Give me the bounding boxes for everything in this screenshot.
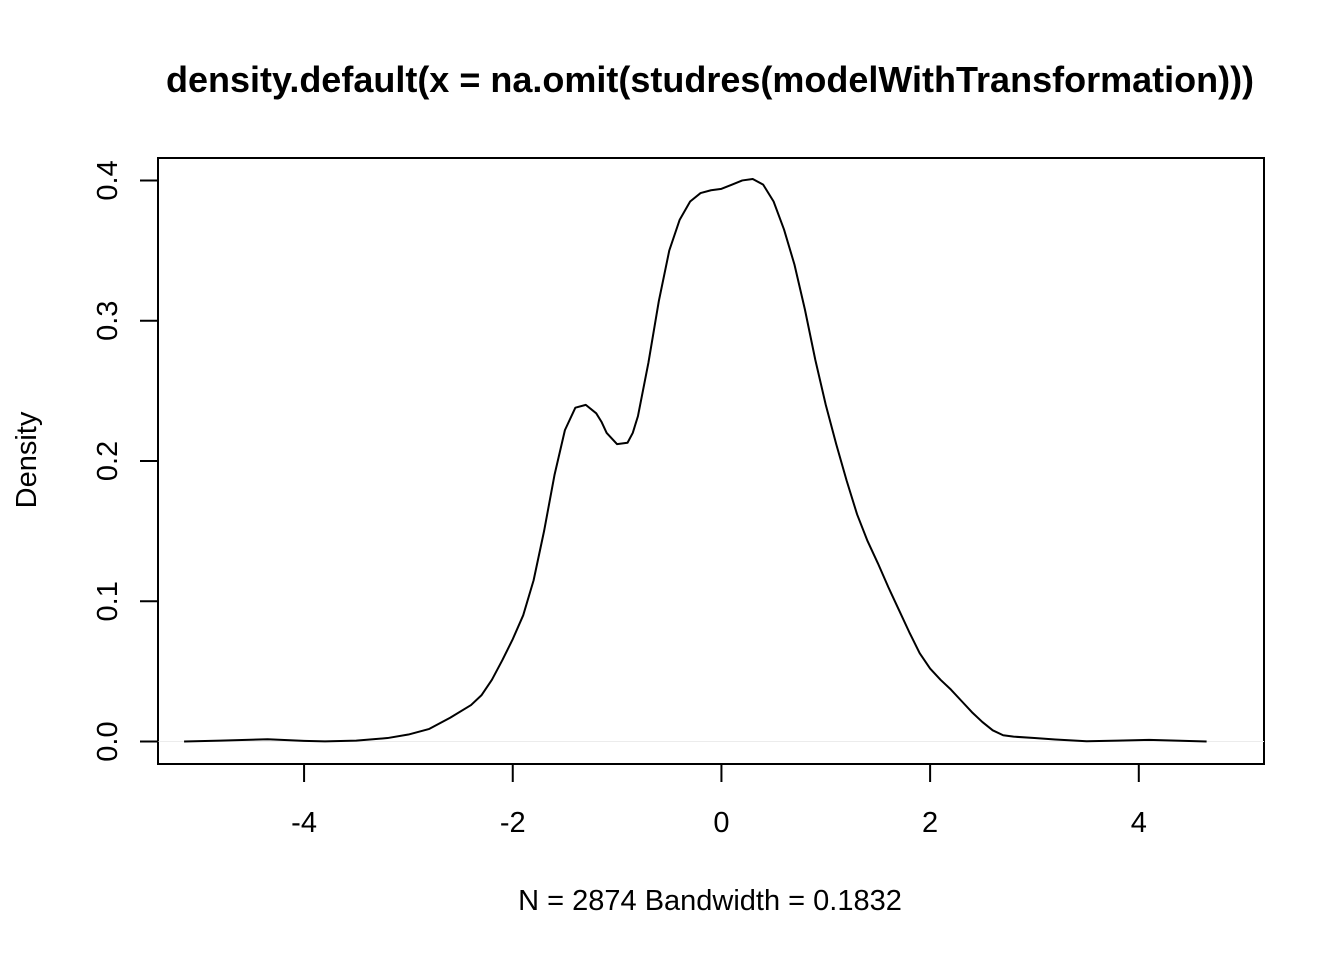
- y-tick-label: 0.3: [92, 301, 124, 341]
- x-axis: -4 -2 0 2 4: [291, 763, 1147, 839]
- y-axis-label: Density: [11, 411, 43, 508]
- chart-title: density.default(x = na.omit(studres(mode…: [166, 59, 1254, 100]
- plot-frame: [157, 157, 1265, 765]
- x-tick-label: 2: [922, 807, 938, 839]
- x-tick-label: -4: [291, 807, 317, 839]
- x-tick-label: 4: [1131, 807, 1147, 839]
- x-tick-label: 0: [713, 807, 729, 839]
- y-tick-label: 0.0: [92, 721, 124, 761]
- y-tick-label: 0.1: [92, 581, 124, 621]
- y-tick-label: 0.4: [92, 160, 124, 200]
- x-tick-label: -2: [500, 807, 526, 839]
- y-axis: 0.0 0.1 0.2 0.3 0.4: [92, 160, 159, 762]
- y-tick-label: 0.2: [92, 441, 124, 481]
- x-axis-label: N = 2874 Bandwidth = 0.1832: [518, 885, 902, 917]
- density-curve: [184, 178, 1207, 743]
